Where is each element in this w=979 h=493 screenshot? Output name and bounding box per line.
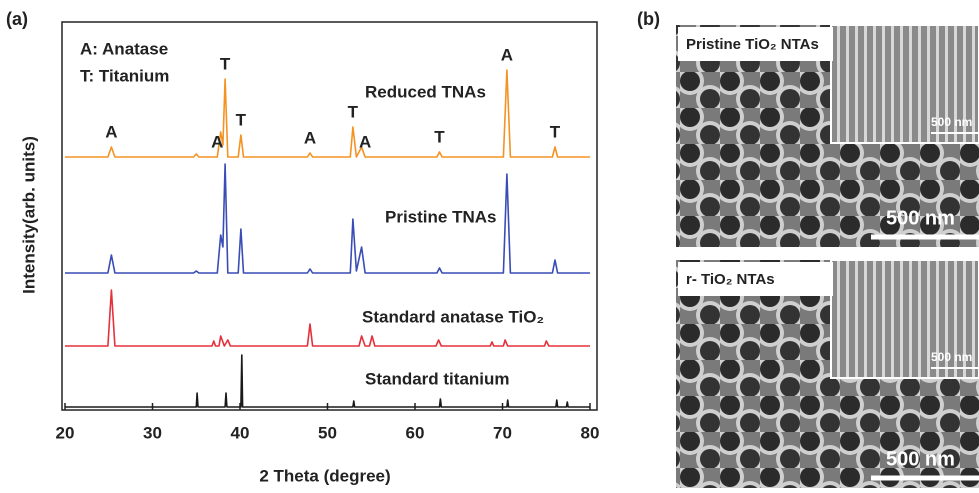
peak-label: A bbox=[105, 122, 117, 141]
peak-label: A bbox=[211, 132, 223, 151]
peak-label: T bbox=[348, 102, 359, 121]
y-axis-label: Intensity(arb. units) bbox=[19, 136, 38, 294]
x-tick-label: 60 bbox=[406, 423, 425, 442]
x-tick-label: 30 bbox=[143, 423, 162, 442]
peak-label: T bbox=[220, 54, 231, 73]
inset-scale: 500 nm bbox=[931, 115, 972, 129]
scale-label: 500 nm bbox=[886, 207, 955, 229]
series-name: Pristine TNAs bbox=[385, 207, 496, 226]
x-axis-label: 2 Theta (degree) bbox=[259, 466, 390, 485]
note: T: Titanium bbox=[80, 66, 169, 85]
note: A: Anatase bbox=[80, 39, 168, 58]
x-tick-label: 50 bbox=[318, 423, 337, 442]
inset-scale: 500 nm bbox=[931, 350, 972, 364]
x-tick-label: 40 bbox=[231, 423, 250, 442]
page: {"chart_data": {"type": "line", "panel_l… bbox=[0, 0, 979, 488]
sem-caption: Pristine TiO₂ NTAs bbox=[686, 36, 819, 53]
peak-label: T bbox=[236, 110, 247, 129]
series-name: Standard titanium bbox=[365, 369, 510, 388]
xrd-trace bbox=[65, 355, 590, 407]
series-name: Standard anatase TiO₂ bbox=[362, 307, 544, 326]
panel-label: (a) bbox=[6, 9, 28, 29]
x-tick-label: 20 bbox=[56, 423, 75, 442]
x-tick-label: 70 bbox=[493, 423, 512, 442]
peak-label: A bbox=[359, 132, 371, 151]
panel-b: (b) Pristine TiO₂ NTAs 500 nm 500 nm r- TiO… bbox=[637, 9, 979, 488]
sem-caption: r- TiO₂ NTAs bbox=[686, 271, 775, 288]
series-name: Reduced TNAs bbox=[365, 82, 486, 101]
x-tick-label: 80 bbox=[581, 423, 600, 442]
panel-label: (b) bbox=[637, 9, 660, 29]
xrd-trace bbox=[65, 164, 590, 273]
peak-label: A bbox=[304, 128, 316, 147]
peak-label: T bbox=[434, 127, 445, 146]
peak-label: A bbox=[501, 45, 513, 64]
scale-label: 500 nm bbox=[886, 448, 955, 470]
figure: (a) 2 Theta (degree) Intensity(arb. unit… bbox=[0, 0, 979, 488]
peak-label: T bbox=[550, 122, 561, 141]
